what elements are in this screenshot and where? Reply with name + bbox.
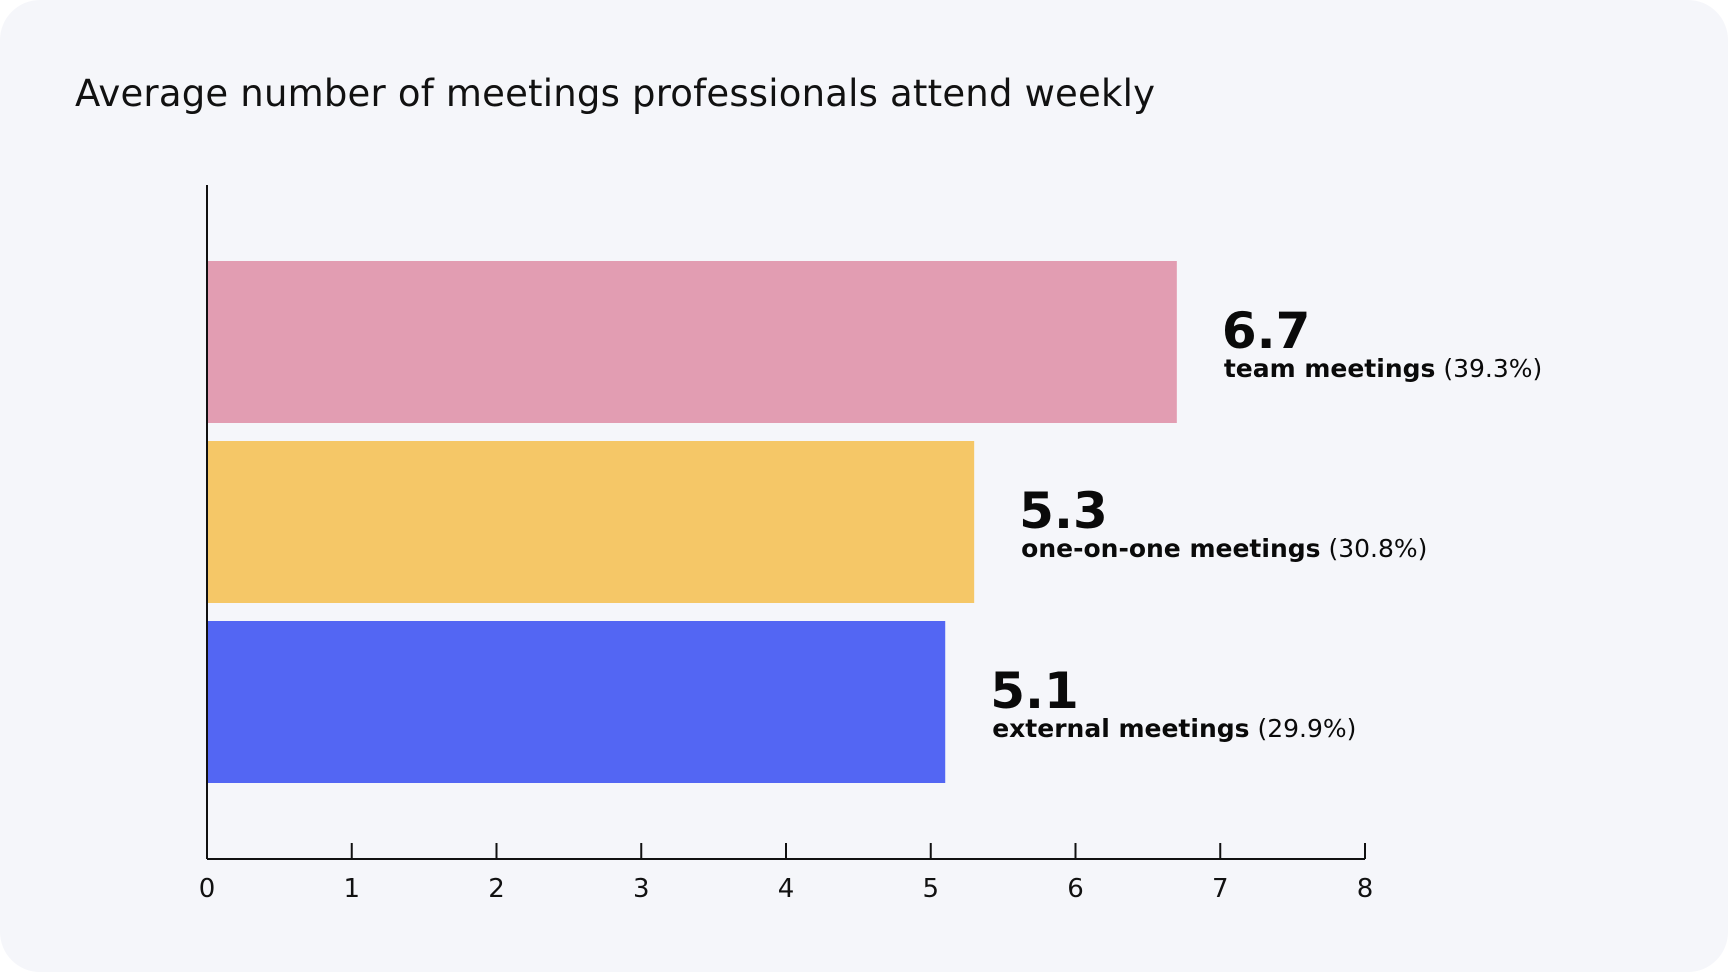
x-tick-label-3: 3	[633, 874, 650, 904]
x-tick-label-1: 1	[343, 874, 360, 904]
axes-group: 0 1 2 3 4 5 6 7 8	[199, 185, 1374, 904]
category-label-1: team meetings (39.3%)	[1224, 354, 1542, 383]
value-label-2: 5.3	[1019, 482, 1108, 540]
x-tick-label-4: 4	[778, 874, 795, 904]
category-share-2: (30.8%)	[1321, 534, 1428, 563]
category-share-3: (29.9%)	[1250, 714, 1357, 743]
category-name-2: one-on-one meetings	[1021, 534, 1320, 563]
category-share-1: (39.3%)	[1435, 354, 1542, 383]
value-label-3: 5.1	[990, 662, 1079, 720]
category-label-2: one-on-one meetings (30.8%)	[1021, 534, 1427, 563]
x-tick-label-5: 5	[922, 874, 939, 904]
x-tick-label-2: 2	[488, 874, 505, 904]
chart-title: Average number of meetings professionals…	[75, 72, 1156, 115]
x-tick-label-8: 8	[1357, 874, 1374, 904]
bar-2	[207, 441, 975, 603]
x-tick-label-7: 7	[1212, 874, 1229, 904]
x-tick-label-0: 0	[199, 874, 216, 904]
bars-group	[207, 261, 1177, 783]
bar-1	[207, 261, 1177, 423]
x-tick-label-6: 6	[1067, 874, 1084, 904]
value-label-1: 6.7	[1222, 302, 1311, 360]
category-name-3: external meetings	[992, 714, 1249, 743]
category-label-3: external meetings (29.9%)	[992, 714, 1356, 743]
category-name-1: team meetings	[1224, 354, 1436, 383]
bar-3	[207, 621, 946, 783]
